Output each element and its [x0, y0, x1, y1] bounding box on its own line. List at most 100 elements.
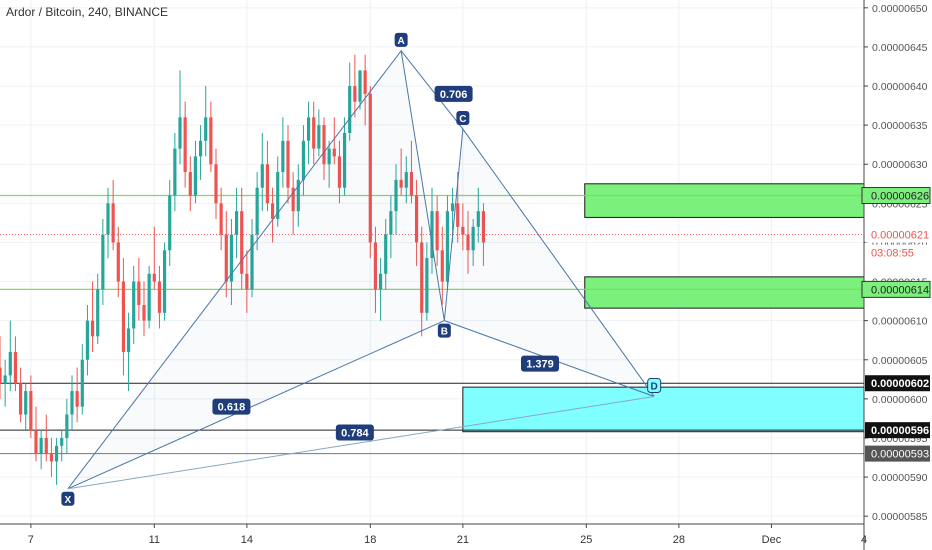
- candle-body: [404, 172, 408, 188]
- price-label-bg: [865, 445, 930, 462]
- price-labels-layer: 0.00000626 0.00000621 03:08:55 0.00000614 0.…: [861, 187, 931, 462]
- ratio-label-bg: [434, 85, 473, 102]
- y-tick-label: 0.00000635: [872, 120, 928, 132]
- candle-body: [260, 164, 264, 188]
- ratio-label-bg: [521, 355, 559, 372]
- candle-body: [70, 391, 74, 415]
- ratio-label-bg: [335, 424, 374, 441]
- upper-green-zone: [584, 183, 865, 218]
- candle-body: [204, 117, 208, 141]
- candle-body: [461, 226, 465, 235]
- price-label: 0.00000621: [871, 230, 929, 242]
- candle-body: [44, 437, 48, 454]
- candle-body: [85, 320, 90, 360]
- candle-body: [348, 86, 352, 133]
- candle-body: [389, 211, 393, 235]
- candle-body: [291, 187, 295, 212]
- point-label-bg: [61, 491, 75, 506]
- y-tick-label: 0.00000590: [872, 472, 928, 484]
- candle-body: [13, 351, 18, 384]
- x-tick-label: 25: [580, 534, 592, 546]
- candle-body: [353, 86, 357, 102]
- candle-body: [168, 195, 172, 251]
- candle-body: [234, 211, 239, 235]
- x-tick-label: Dec: [762, 534, 782, 546]
- x-tick-label: 18: [364, 534, 376, 546]
- candle-body: [281, 140, 285, 173]
- x-tick-label: 28: [673, 534, 685, 546]
- candle-body: [476, 211, 480, 227]
- y-tick-label: 0.00000650: [872, 3, 928, 15]
- candle-body: [306, 117, 311, 141]
- candle-body: [126, 328, 131, 352]
- price-label-bg: [865, 422, 930, 439]
- candle-body: [270, 203, 275, 219]
- candle-body: [162, 250, 167, 313]
- candle-body: [75, 391, 79, 407]
- candle-body: [471, 226, 475, 251]
- candle-body: [224, 234, 228, 282]
- candle-body: [342, 132, 347, 188]
- candle-body: [445, 211, 450, 282]
- candle-body: [358, 70, 362, 102]
- candle-body: [147, 273, 151, 321]
- y-tick-label: 0.00000630: [872, 159, 928, 171]
- candle-body: [414, 195, 419, 243]
- candle-body: [481, 211, 486, 243]
- candle-body: [229, 234, 234, 282]
- candle-body: [96, 289, 100, 337]
- candle-body: [137, 281, 141, 306]
- candle-body: [152, 273, 156, 282]
- candle-body: [101, 234, 105, 290]
- candle-body: [34, 430, 38, 454]
- candle-body: [384, 234, 388, 274]
- candle-body: [301, 140, 306, 180]
- candle-body: [440, 250, 444, 282]
- point-label-bg: [437, 323, 451, 338]
- candle-body: [317, 125, 321, 149]
- pattern-fill-xab: [67, 50, 445, 489]
- candle-body: [193, 156, 198, 196]
- price-label: 0.00000593: [871, 449, 929, 461]
- zones-layer: [462, 183, 865, 433]
- candles-layer: [0, 54, 486, 485]
- candle-body: [255, 187, 259, 235]
- candle-body: [265, 164, 270, 204]
- price-label: 0.00000626: [871, 191, 929, 203]
- candle-body: [363, 70, 367, 94]
- candle-body: [250, 234, 254, 290]
- candle-body: [276, 172, 280, 219]
- candle-body: [178, 117, 182, 149]
- ratio-label: 0.784: [341, 427, 369, 439]
- candle-body: [209, 117, 213, 165]
- price-label: 0.00000596: [871, 425, 929, 437]
- candle-body: [0, 367, 2, 384]
- candle-body: [450, 203, 455, 212]
- point-label-c: C: [459, 114, 466, 125]
- candle-body: [240, 211, 244, 274]
- chart-title: Ardor / Bitcoin, 240, BINANCE: [6, 5, 169, 19]
- candle-body: [24, 391, 28, 415]
- candle-body: [111, 203, 115, 243]
- cyan-prz-zone: [462, 386, 865, 433]
- candle-body: [106, 203, 110, 235]
- candle-body: [466, 234, 470, 251]
- candle-body: [219, 203, 223, 235]
- candle-body: [54, 445, 59, 462]
- y-tick-label: 0.00000610: [872, 316, 928, 328]
- point-label-x: X: [65, 495, 72, 506]
- candle-body: [65, 414, 69, 438]
- x-tick-label: 4: [861, 534, 867, 546]
- candle-body: [157, 281, 162, 313]
- price-label-bg: [861, 187, 931, 205]
- point-label-b: B: [441, 327, 448, 338]
- candle-body: [188, 172, 192, 196]
- candle-body: [3, 375, 7, 384]
- candle-body: [80, 359, 84, 407]
- price-label-bg: [865, 375, 930, 392]
- candle-body: [312, 117, 316, 149]
- candle-body: [18, 383, 23, 415]
- point-label-bg: [456, 111, 470, 126]
